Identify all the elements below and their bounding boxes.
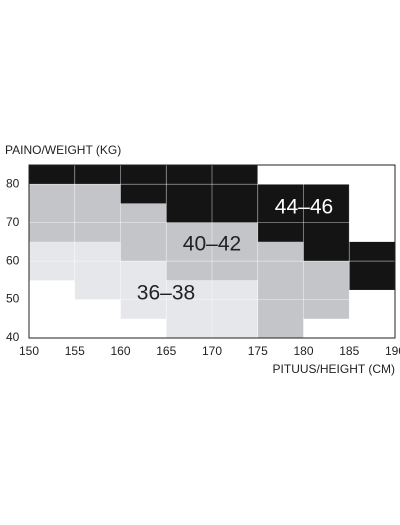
size-cell <box>166 280 212 338</box>
size-cell <box>29 184 75 242</box>
size-cell <box>166 165 212 223</box>
size-label: 44–46 <box>275 196 333 219</box>
x-tick-label: 150 <box>19 344 39 358</box>
cells <box>29 165 395 338</box>
y-tick-label: 80 <box>6 176 20 190</box>
size-cell <box>212 280 258 338</box>
size-cell <box>166 222 212 281</box>
grid <box>28 165 396 339</box>
size-label: 40–42 <box>183 233 241 256</box>
size-cell <box>257 241 304 338</box>
plot-frame <box>28 164 396 339</box>
y-tick-label: 40 <box>6 330 20 344</box>
x-tick-label: 175 <box>248 344 268 358</box>
x-axis-label: PITUUS/HEIGHT (CM) <box>273 362 395 376</box>
size-cell <box>257 184 304 242</box>
x-tick-label: 155 <box>65 344 85 358</box>
size-cell <box>120 203 167 262</box>
size-cell <box>349 241 395 290</box>
x-tick-label: 170 <box>202 344 222 358</box>
size-cell <box>29 165 75 185</box>
y-tick-label: 70 <box>6 215 20 229</box>
size-cell <box>303 261 350 319</box>
x-tick-label: 185 <box>339 344 359 358</box>
size-cell <box>212 165 258 223</box>
y-tick-label: 50 <box>6 292 20 306</box>
size-cell <box>74 184 121 242</box>
size-cell <box>74 165 121 185</box>
x-tick-label: 165 <box>156 344 176 358</box>
size-cell <box>212 222 258 281</box>
y-tick-label: 60 <box>6 253 20 267</box>
x-tick-label: 190 <box>385 344 400 358</box>
y-axis-label: PAINO/WEIGHT (KG) <box>5 143 121 157</box>
size-label: 36–38 <box>137 282 195 305</box>
x-tick-label: 160 <box>110 344 130 358</box>
size-cell <box>74 241 121 300</box>
size-cell <box>120 261 167 319</box>
x-tick-label: 180 <box>293 344 313 358</box>
